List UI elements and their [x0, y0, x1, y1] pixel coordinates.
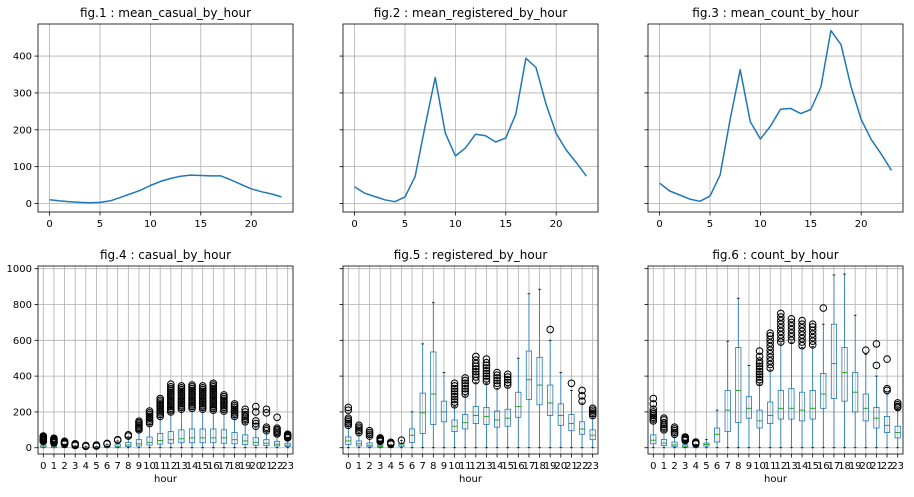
x-tick-label: 4: [693, 461, 699, 472]
x-tick-label: 5: [398, 461, 404, 472]
x-tick-label: 2: [61, 461, 67, 472]
x-tick-label: 15: [804, 219, 817, 230]
x-tick-label: 8: [125, 461, 131, 472]
x-tick-label: 0: [351, 219, 357, 230]
x-tick-label: 0: [656, 219, 662, 230]
x-tick-label: 20: [245, 219, 258, 230]
y-tick-label: 1000: [7, 264, 32, 275]
x-tick-label: 4: [388, 461, 394, 472]
box-1: [51, 435, 58, 448]
x-tick-label: 3: [682, 461, 688, 472]
x-tick-label: 10: [754, 219, 767, 230]
x-tick-label: 10: [144, 219, 157, 230]
y-tick-label: 200: [13, 125, 32, 136]
x-axis-label: hour: [459, 474, 483, 485]
x-tick-label: 1: [51, 461, 57, 472]
x-tick-label: 23: [891, 461, 904, 472]
y-tick-label: 0: [26, 443, 32, 454]
x-tick-label: 3: [72, 461, 78, 472]
x-tick-label: 1: [356, 461, 362, 472]
box-23: [284, 431, 291, 448]
chart-title: fig.1 : mean_casual_by_hour: [80, 6, 251, 20]
x-tick-label: 6: [409, 461, 415, 472]
x-tick-label: 7: [420, 461, 426, 472]
y-tick-label: 200: [13, 407, 32, 418]
y-tick-label: 300: [13, 88, 32, 99]
y-tick-label: 600: [13, 336, 32, 347]
chart-title: fig.5 : registered_by_hour: [394, 248, 548, 262]
x-tick-label: 10: [449, 219, 462, 230]
x-tick-label: 5: [707, 219, 713, 230]
x-tick-label: 9: [441, 461, 447, 472]
x-tick-label: 5: [402, 219, 408, 230]
y-tick-label: 800: [13, 300, 32, 311]
x-tick-label: 5: [97, 219, 103, 230]
x-tick-label: 1: [661, 461, 667, 472]
y-tick-label: 400: [13, 52, 32, 63]
x-tick-label: 6: [714, 461, 720, 472]
x-axis-label: hour: [764, 474, 788, 485]
x-tick-label: 23: [281, 461, 294, 472]
x-tick-label: 0: [345, 461, 351, 472]
x-tick-label: 6: [104, 461, 110, 472]
x-tick-label: 9: [746, 461, 752, 472]
x-tick-label: 7: [115, 461, 121, 472]
y-tick-label: 0: [26, 199, 32, 210]
chart-title: fig.4 : casual_by_hour: [100, 248, 231, 262]
x-tick-label: 15: [194, 219, 207, 230]
x-tick-label: 20: [855, 219, 868, 230]
x-tick-label: 2: [671, 461, 677, 472]
y-tick-label: 400: [13, 372, 32, 383]
x-tick-label: 2: [366, 461, 372, 472]
x-tick-label: 8: [735, 461, 741, 472]
box-0: [40, 433, 47, 448]
x-tick-label: 9: [136, 461, 142, 472]
chart-title: fig.6 : count_by_hour: [712, 248, 838, 262]
chart-title: fig.3 : mean_count_by_hour: [692, 6, 858, 20]
x-tick-label: 5: [93, 461, 99, 472]
x-tick-label: 7: [725, 461, 731, 472]
chart-title: fig.2 : mean_registered_by_hour: [374, 6, 568, 20]
x-axis-label: hour: [154, 474, 178, 485]
x-tick-label: 5: [703, 461, 709, 472]
x-tick-label: 0: [46, 219, 52, 230]
x-tick-label: 23: [586, 461, 599, 472]
x-tick-label: 20: [550, 219, 563, 230]
y-tick-label: 100: [13, 162, 32, 173]
x-tick-label: 3: [377, 461, 383, 472]
x-tick-label: 15: [499, 219, 512, 230]
x-tick-label: 4: [83, 461, 89, 472]
x-tick-label: 0: [650, 461, 656, 472]
x-tick-label: 0: [40, 461, 46, 472]
x-tick-label: 8: [430, 461, 436, 472]
